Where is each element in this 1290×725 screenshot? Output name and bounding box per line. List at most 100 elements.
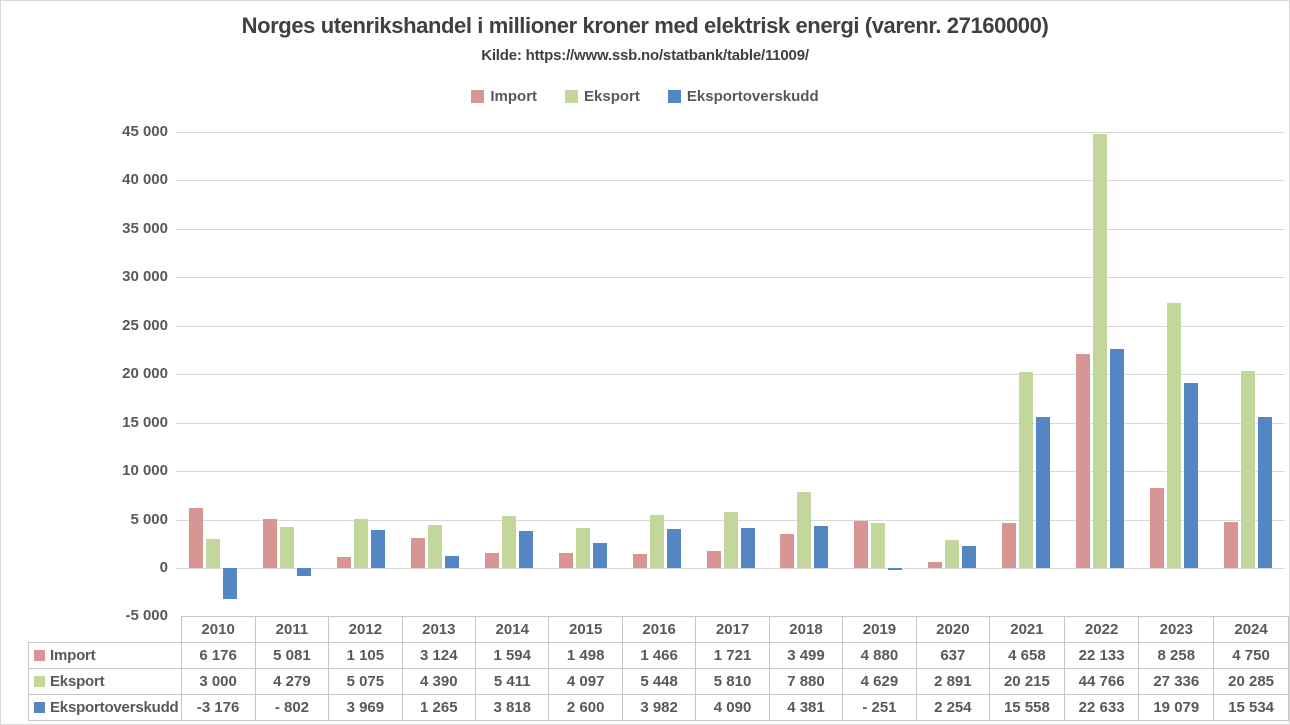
table-cell: 4 390 bbox=[401, 668, 477, 695]
eksportoverskudd-swatch-icon bbox=[34, 702, 45, 713]
bar-eksport-2022 bbox=[1093, 134, 1108, 568]
bar-eksportoverskudd-2011 bbox=[296, 567, 311, 576]
legend-label: Eksport bbox=[584, 88, 640, 105]
table-year-header: 2017 bbox=[695, 616, 770, 643]
eksport-swatch-icon bbox=[565, 90, 579, 103]
bar-eksport-2024 bbox=[1241, 371, 1256, 568]
data-table: 2010 2011 2012 2013 2014 2015 2016 2017 2018 2019… bbox=[28, 616, 1289, 721]
gridline bbox=[176, 277, 1285, 279]
table-cell: 1 105 bbox=[328, 642, 403, 669]
legend-item-import: Import bbox=[471, 88, 537, 105]
bar-eksport-2016 bbox=[649, 515, 664, 568]
bar-eksportoverskudd-2016 bbox=[666, 529, 681, 568]
bar-import-2015 bbox=[558, 553, 573, 568]
table-row-label-eksportoverskudd: Eksportoverskudd bbox=[28, 694, 182, 721]
table-cell: 3 982 bbox=[621, 694, 697, 721]
bar-eksport-2011 bbox=[279, 526, 294, 568]
table-year-header: 2015 bbox=[548, 616, 623, 643]
table-year-header: 2024 bbox=[1213, 616, 1289, 643]
gridline bbox=[176, 325, 1285, 327]
table-year-header: 2014 bbox=[475, 616, 550, 643]
table-cell: 5 448 bbox=[621, 668, 697, 695]
plot-area bbox=[176, 132, 1285, 616]
bar-eksportoverskudd-2012 bbox=[370, 529, 385, 568]
table-cell: - 251 bbox=[842, 694, 917, 721]
y-axis-label: 25 000 bbox=[122, 316, 168, 334]
table-cell: 20 215 bbox=[989, 668, 1065, 695]
table-cell: 20 285 bbox=[1213, 668, 1289, 695]
table-cell: 1 594 bbox=[475, 642, 550, 669]
bar-import-2010 bbox=[188, 508, 203, 568]
table-cell: 4 880 bbox=[842, 642, 917, 669]
table-year-header: 2016 bbox=[621, 616, 697, 643]
bar-eksport-2010 bbox=[205, 538, 220, 568]
table-cell: 22 133 bbox=[1063, 642, 1140, 669]
gridline bbox=[176, 567, 1285, 569]
table-cell: 15 558 bbox=[989, 694, 1065, 721]
legend-item-eksportoverskudd: Eksportoverskudd bbox=[667, 88, 819, 105]
bar-import-2012 bbox=[336, 557, 351, 568]
gridline bbox=[176, 374, 1285, 376]
table-cell: 2 891 bbox=[915, 668, 991, 695]
table-cell: 2 600 bbox=[548, 694, 623, 721]
bar-import-2023 bbox=[1150, 487, 1165, 568]
table-cell: 4 629 bbox=[842, 668, 917, 695]
gridline bbox=[176, 471, 1285, 473]
bar-import-2020 bbox=[928, 561, 943, 568]
table-cell: 5 075 bbox=[328, 668, 403, 695]
table-year-header: 2021 bbox=[989, 616, 1065, 643]
y-axis-label: 20 000 bbox=[122, 365, 168, 383]
table-cell: 5 081 bbox=[254, 642, 330, 669]
table-cell: 44 766 bbox=[1063, 668, 1140, 695]
bar-eksportoverskudd-2023 bbox=[1184, 383, 1199, 568]
bar-eksportoverskudd-2019 bbox=[888, 567, 903, 571]
bar-eksport-2018 bbox=[797, 491, 812, 568]
bar-import-2014 bbox=[484, 552, 499, 568]
eksportoverskudd-swatch-icon bbox=[667, 90, 681, 103]
bar-eksportoverskudd-2015 bbox=[592, 542, 607, 568]
legend-label: Eksportoverskudd bbox=[686, 88, 819, 105]
bar-eksport-2015 bbox=[575, 528, 590, 568]
bar-eksportoverskudd-2020 bbox=[962, 546, 977, 568]
table-cell: 4 279 bbox=[254, 668, 330, 695]
table-corner-cell bbox=[29, 617, 182, 643]
y-axis-label: 30 000 bbox=[122, 268, 168, 286]
table-cell: 6 176 bbox=[180, 642, 256, 669]
bar-import-2011 bbox=[262, 518, 277, 568]
bar-eksport-2012 bbox=[353, 518, 368, 568]
table-year-header: 2010 bbox=[180, 616, 256, 643]
table-cell: -3 176 bbox=[180, 694, 256, 721]
table-cell: 2 254 bbox=[915, 694, 991, 721]
bar-eksportoverskudd-2021 bbox=[1036, 417, 1051, 568]
table-cell: 1 265 bbox=[401, 694, 477, 721]
import-swatch-icon bbox=[34, 650, 45, 661]
table-row-label-eksport: Eksport bbox=[28, 668, 182, 695]
y-axis-label: 10 000 bbox=[122, 462, 168, 480]
table-cell: 5 411 bbox=[475, 668, 550, 695]
table-cell: 4 750 bbox=[1213, 642, 1289, 669]
table-cell: 4 381 bbox=[768, 694, 844, 721]
bar-import-2013 bbox=[410, 537, 425, 568]
bar-eksport-2013 bbox=[427, 525, 442, 568]
table-year-header: 2013 bbox=[401, 616, 477, 643]
table-cell: 3 124 bbox=[401, 642, 477, 669]
y-axis-label: -5 000 bbox=[125, 607, 168, 625]
table-year-header: 2012 bbox=[328, 616, 403, 643]
bar-eksport-2020 bbox=[945, 539, 960, 568]
bar-eksport-2014 bbox=[501, 515, 516, 568]
y-axis-label: 40 000 bbox=[122, 171, 168, 189]
table-cell: 1 466 bbox=[621, 642, 697, 669]
legend-label: Import bbox=[490, 88, 538, 105]
table-cell: 4 090 bbox=[695, 694, 770, 721]
table-cell: 4 097 bbox=[548, 668, 623, 695]
chart-subtitle: Kilde: https://www.ssb.no/statbank/table… bbox=[481, 47, 809, 64]
bar-eksport-2019 bbox=[871, 523, 886, 568]
table-cell: 3 000 bbox=[180, 668, 256, 695]
gridline bbox=[176, 180, 1285, 182]
table-cell: 8 258 bbox=[1138, 642, 1215, 669]
bar-eksport-2023 bbox=[1167, 303, 1182, 568]
gridline bbox=[176, 422, 1285, 424]
import-swatch-icon bbox=[471, 90, 485, 103]
table-cell: 3 969 bbox=[328, 694, 403, 721]
chart-title: Norges utenrikshandel i millioner kroner… bbox=[241, 13, 1049, 38]
